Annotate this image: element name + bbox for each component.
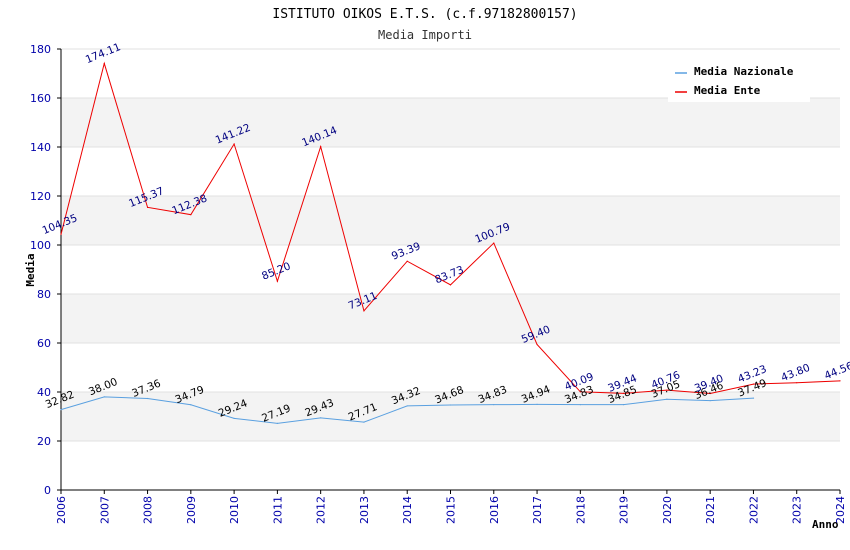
data-point <box>752 383 755 385</box>
data-point <box>363 310 365 312</box>
x-tick-label: 2024 <box>834 496 847 524</box>
x-tick-label: 2015 <box>445 496 458 524</box>
data-point <box>536 343 538 346</box>
y-tick-label: 80 <box>37 288 51 301</box>
series-lines <box>60 61 841 424</box>
legend-label-ente: Media Ente <box>694 84 761 97</box>
data-point <box>320 417 322 419</box>
data-point <box>579 404 581 406</box>
plot-band <box>61 196 840 245</box>
plot-band <box>61 441 840 490</box>
x-tick-label: 2006 <box>55 496 68 524</box>
data-point <box>276 422 278 424</box>
data-point <box>666 389 668 391</box>
y-tick-label: 100 <box>30 239 51 252</box>
y-tick-label: 40 <box>37 386 51 399</box>
y-tick-label: 180 <box>30 43 51 56</box>
data-point <box>60 408 62 411</box>
data-point <box>146 206 149 208</box>
data-point <box>709 392 711 395</box>
y-tick-label: 20 <box>37 435 51 448</box>
y-tick-label: 160 <box>30 92 51 105</box>
data-point <box>493 404 495 406</box>
data-point <box>666 398 668 400</box>
x-tick-label: 2013 <box>358 496 371 524</box>
x-tick-label: 2016 <box>488 496 501 524</box>
y-axis-label: Media <box>24 253 37 286</box>
data-point <box>449 404 452 406</box>
chart-title: ISTITUTO OIKOS E.T.S. (c.f.97182800157) <box>272 7 577 22</box>
data-point <box>579 391 581 393</box>
data-point <box>536 403 538 405</box>
data-point <box>796 382 798 384</box>
data-point <box>623 392 625 394</box>
y-tick-label: 140 <box>30 141 51 154</box>
data-point <box>406 405 408 407</box>
data-point <box>103 62 105 65</box>
x-tick-label: 2011 <box>271 496 284 524</box>
plot-band <box>61 98 840 147</box>
data-point <box>60 233 62 235</box>
x-tick-label: 2010 <box>228 496 241 524</box>
x-tick-label: 2018 <box>574 496 587 524</box>
data-point <box>276 280 278 282</box>
x-tick-label: 2008 <box>142 496 155 524</box>
x-tick-label: 2014 <box>401 496 414 524</box>
x-axis-label: Anno <box>812 518 839 531</box>
x-tick-label: 2021 <box>704 496 717 524</box>
x-tick-label: 2012 <box>315 496 328 524</box>
data-point <box>190 214 192 216</box>
data-point <box>449 284 452 286</box>
x-tick-label: 2007 <box>98 496 111 524</box>
y-tick-label: 0 <box>44 484 51 497</box>
y-tick-label: 120 <box>30 190 51 203</box>
legend-label-nazionale: Media Nazionale <box>694 65 794 78</box>
data-point <box>233 143 235 145</box>
data-point <box>320 146 322 148</box>
plot-band <box>61 294 840 343</box>
chart-subtitle: Media Importi <box>378 28 472 42</box>
data-point <box>406 260 408 262</box>
x-tick-labels: 2006 2007 2008 2009 2010 2011 2012 2013 2014 2015… <box>55 490 847 524</box>
plot-band <box>61 245 840 294</box>
plot-band <box>61 147 840 196</box>
y-tick-label: 60 <box>37 337 51 350</box>
y-tick-labels: 0 20 40 60 80 100 120 140 160 180 <box>30 43 61 497</box>
data-point <box>709 400 711 402</box>
data-point <box>103 396 105 398</box>
x-tick-label: 2017 <box>531 496 544 524</box>
data-point <box>190 404 192 406</box>
x-tick-label: 2023 <box>791 496 804 524</box>
data-point <box>623 404 625 406</box>
data-point <box>839 380 841 382</box>
data-point <box>146 397 149 400</box>
x-tick-label: 2019 <box>618 496 631 524</box>
plot-band <box>61 343 840 392</box>
x-tick-label: 2009 <box>185 496 198 524</box>
data-point <box>752 397 755 399</box>
data-point <box>493 242 495 244</box>
data-point <box>233 417 235 419</box>
legend-box <box>668 60 810 102</box>
x-tick-label: 2022 <box>747 496 760 524</box>
legend: Media Nazionale Media Ente <box>668 60 810 102</box>
x-tick-label: 2020 <box>661 496 674 524</box>
data-point <box>363 421 365 423</box>
